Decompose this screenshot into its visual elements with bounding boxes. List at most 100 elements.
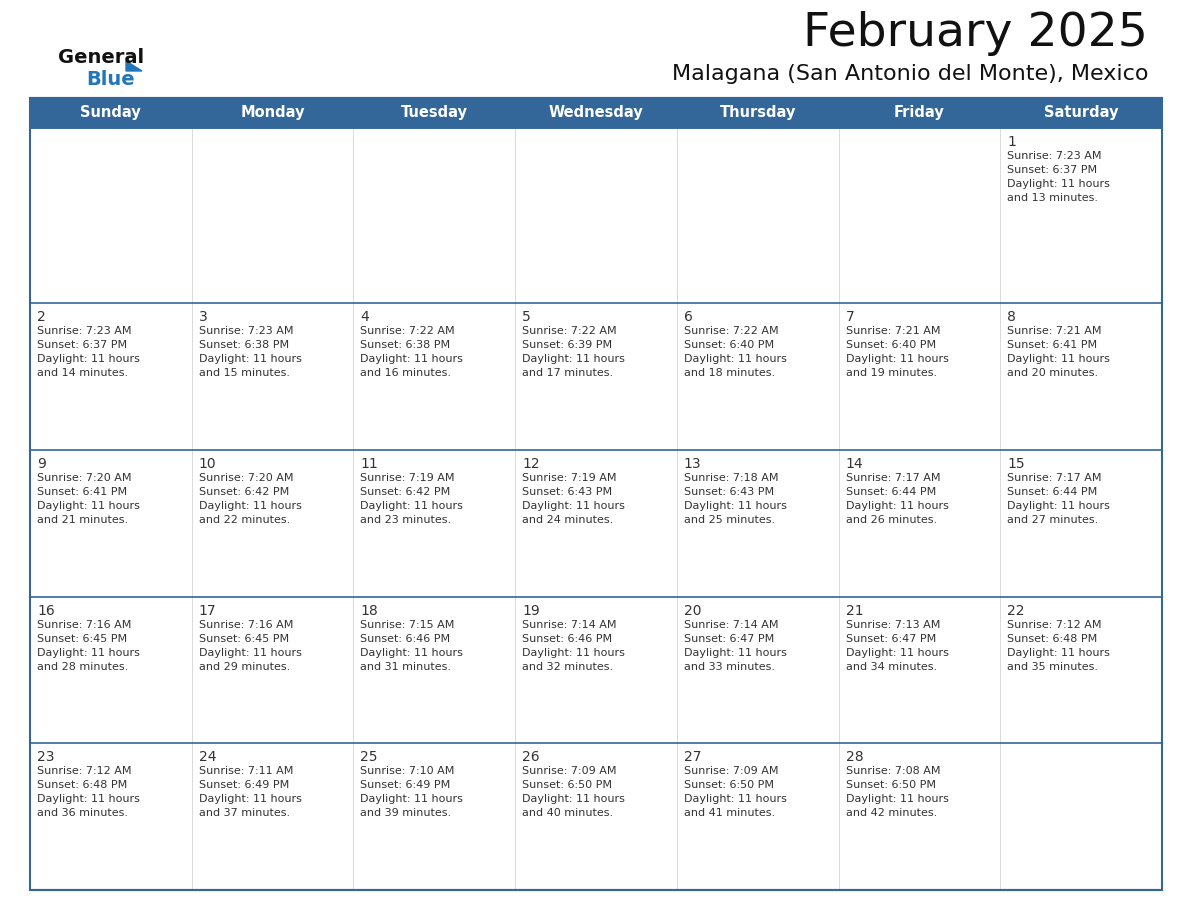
Text: and 17 minutes.: and 17 minutes. [523,368,613,378]
Text: Daylight: 11 hours: Daylight: 11 hours [846,501,948,511]
Text: Sunset: 6:42 PM: Sunset: 6:42 PM [198,487,289,497]
Text: Sunset: 6:48 PM: Sunset: 6:48 PM [37,780,127,790]
Text: Saturday: Saturday [1044,106,1118,120]
Text: 5: 5 [523,310,531,324]
Text: 8: 8 [1007,310,1016,324]
Text: Blue: Blue [86,70,134,89]
Text: Sunrise: 7:12 AM: Sunrise: 7:12 AM [1007,620,1101,630]
Text: Daylight: 11 hours: Daylight: 11 hours [684,354,786,364]
Text: Daylight: 11 hours: Daylight: 11 hours [198,354,302,364]
Text: and 19 minutes.: and 19 minutes. [846,368,936,378]
Text: Sunrise: 7:22 AM: Sunrise: 7:22 AM [360,326,455,336]
Text: Sunrise: 7:19 AM: Sunrise: 7:19 AM [523,473,617,483]
Text: Sunset: 6:37 PM: Sunset: 6:37 PM [37,341,127,351]
Text: Sunrise: 7:17 AM: Sunrise: 7:17 AM [846,473,940,483]
Text: Sunrise: 7:09 AM: Sunrise: 7:09 AM [523,767,617,777]
Text: 3: 3 [198,310,208,324]
Text: and 29 minutes.: and 29 minutes. [198,662,290,672]
Text: and 40 minutes.: and 40 minutes. [523,809,613,818]
Text: 10: 10 [198,457,216,471]
Text: Sunset: 6:40 PM: Sunset: 6:40 PM [684,341,775,351]
Text: Sunrise: 7:21 AM: Sunrise: 7:21 AM [1007,326,1101,336]
Text: 24: 24 [198,750,216,765]
Text: 7: 7 [846,310,854,324]
Text: 2: 2 [37,310,46,324]
Text: 21: 21 [846,604,864,618]
Text: Daylight: 11 hours: Daylight: 11 hours [846,647,948,657]
Text: Daylight: 11 hours: Daylight: 11 hours [198,647,302,657]
Text: Sunset: 6:46 PM: Sunset: 6:46 PM [523,633,612,644]
Text: Sunset: 6:45 PM: Sunset: 6:45 PM [37,633,127,644]
Bar [30,450,1162,597]
Text: Monday: Monday [240,106,305,120]
Text: Sunrise: 7:23 AM: Sunrise: 7:23 AM [37,326,132,336]
Text: General: General [58,48,144,67]
Text: Tuesday: Tuesday [400,106,468,120]
Text: and 16 minutes.: and 16 minutes. [360,368,451,378]
Text: Daylight: 11 hours: Daylight: 11 hours [1007,179,1110,189]
Text: Sunrise: 7:08 AM: Sunrise: 7:08 AM [846,767,940,777]
Text: and 22 minutes.: and 22 minutes. [198,515,290,525]
Text: Sunset: 6:49 PM: Sunset: 6:49 PM [360,780,450,790]
Text: Daylight: 11 hours: Daylight: 11 hours [198,501,302,511]
Text: 25: 25 [360,750,378,765]
Text: Sunrise: 7:14 AM: Sunrise: 7:14 AM [523,620,617,630]
Text: Malagana (San Antonio del Monte), Mexico: Malagana (San Antonio del Monte), Mexico [671,64,1148,84]
Text: Sunset: 6:38 PM: Sunset: 6:38 PM [198,341,289,351]
Text: and 13 minutes.: and 13 minutes. [1007,193,1098,203]
Text: Daylight: 11 hours: Daylight: 11 hours [523,501,625,511]
Text: Sunset: 6:42 PM: Sunset: 6:42 PM [360,487,450,497]
Text: Sunrise: 7:21 AM: Sunrise: 7:21 AM [846,326,940,336]
Text: and 28 minutes.: and 28 minutes. [37,662,128,672]
Text: and 24 minutes.: and 24 minutes. [523,515,613,525]
Text: and 21 minutes.: and 21 minutes. [37,515,128,525]
Text: Sunset: 6:44 PM: Sunset: 6:44 PM [1007,487,1098,497]
Polygon shape [126,61,143,71]
Text: Daylight: 11 hours: Daylight: 11 hours [1007,647,1110,657]
Text: Sunrise: 7:13 AM: Sunrise: 7:13 AM [846,620,940,630]
Text: Daylight: 11 hours: Daylight: 11 hours [360,794,463,804]
Text: 22: 22 [1007,604,1025,618]
Text: Daylight: 11 hours: Daylight: 11 hours [523,794,625,804]
Text: Sunday: Sunday [81,106,141,120]
Text: 6: 6 [684,310,693,324]
Text: Daylight: 11 hours: Daylight: 11 hours [37,501,140,511]
Text: Sunset: 6:40 PM: Sunset: 6:40 PM [846,341,936,351]
Text: 4: 4 [360,310,369,324]
Text: Sunrise: 7:18 AM: Sunrise: 7:18 AM [684,473,778,483]
Bar [30,744,1162,890]
Text: 17: 17 [198,604,216,618]
Text: and 26 minutes.: and 26 minutes. [846,515,936,525]
Text: 14: 14 [846,457,864,471]
Text: and 35 minutes.: and 35 minutes. [1007,662,1098,672]
Text: 13: 13 [684,457,701,471]
Text: Sunrise: 7:11 AM: Sunrise: 7:11 AM [198,767,293,777]
Text: Sunset: 6:44 PM: Sunset: 6:44 PM [846,487,936,497]
Text: 19: 19 [523,604,539,618]
Text: and 25 minutes.: and 25 minutes. [684,515,775,525]
Text: Daylight: 11 hours: Daylight: 11 hours [360,501,463,511]
Text: Sunrise: 7:16 AM: Sunrise: 7:16 AM [198,620,293,630]
Text: 23: 23 [37,750,55,765]
Text: Sunset: 6:45 PM: Sunset: 6:45 PM [198,633,289,644]
Text: and 27 minutes.: and 27 minutes. [1007,515,1099,525]
Text: and 20 minutes.: and 20 minutes. [1007,368,1099,378]
Text: 27: 27 [684,750,701,765]
Text: 12: 12 [523,457,539,471]
Text: Sunset: 6:43 PM: Sunset: 6:43 PM [684,487,775,497]
Text: Sunrise: 7:23 AM: Sunrise: 7:23 AM [198,326,293,336]
Text: and 36 minutes.: and 36 minutes. [37,809,128,818]
Text: Daylight: 11 hours: Daylight: 11 hours [1007,501,1110,511]
Text: Sunrise: 7:14 AM: Sunrise: 7:14 AM [684,620,778,630]
Text: Sunrise: 7:17 AM: Sunrise: 7:17 AM [1007,473,1101,483]
Text: Sunrise: 7:22 AM: Sunrise: 7:22 AM [523,326,617,336]
Text: Wednesday: Wednesday [549,106,644,120]
Text: Daylight: 11 hours: Daylight: 11 hours [684,794,786,804]
Text: Sunrise: 7:20 AM: Sunrise: 7:20 AM [37,473,132,483]
Text: Sunset: 6:50 PM: Sunset: 6:50 PM [684,780,773,790]
Text: Sunset: 6:37 PM: Sunset: 6:37 PM [1007,165,1098,175]
Text: Sunset: 6:39 PM: Sunset: 6:39 PM [523,341,612,351]
Text: Sunset: 6:41 PM: Sunset: 6:41 PM [37,487,127,497]
Text: and 31 minutes.: and 31 minutes. [360,662,451,672]
Text: and 37 minutes.: and 37 minutes. [198,809,290,818]
